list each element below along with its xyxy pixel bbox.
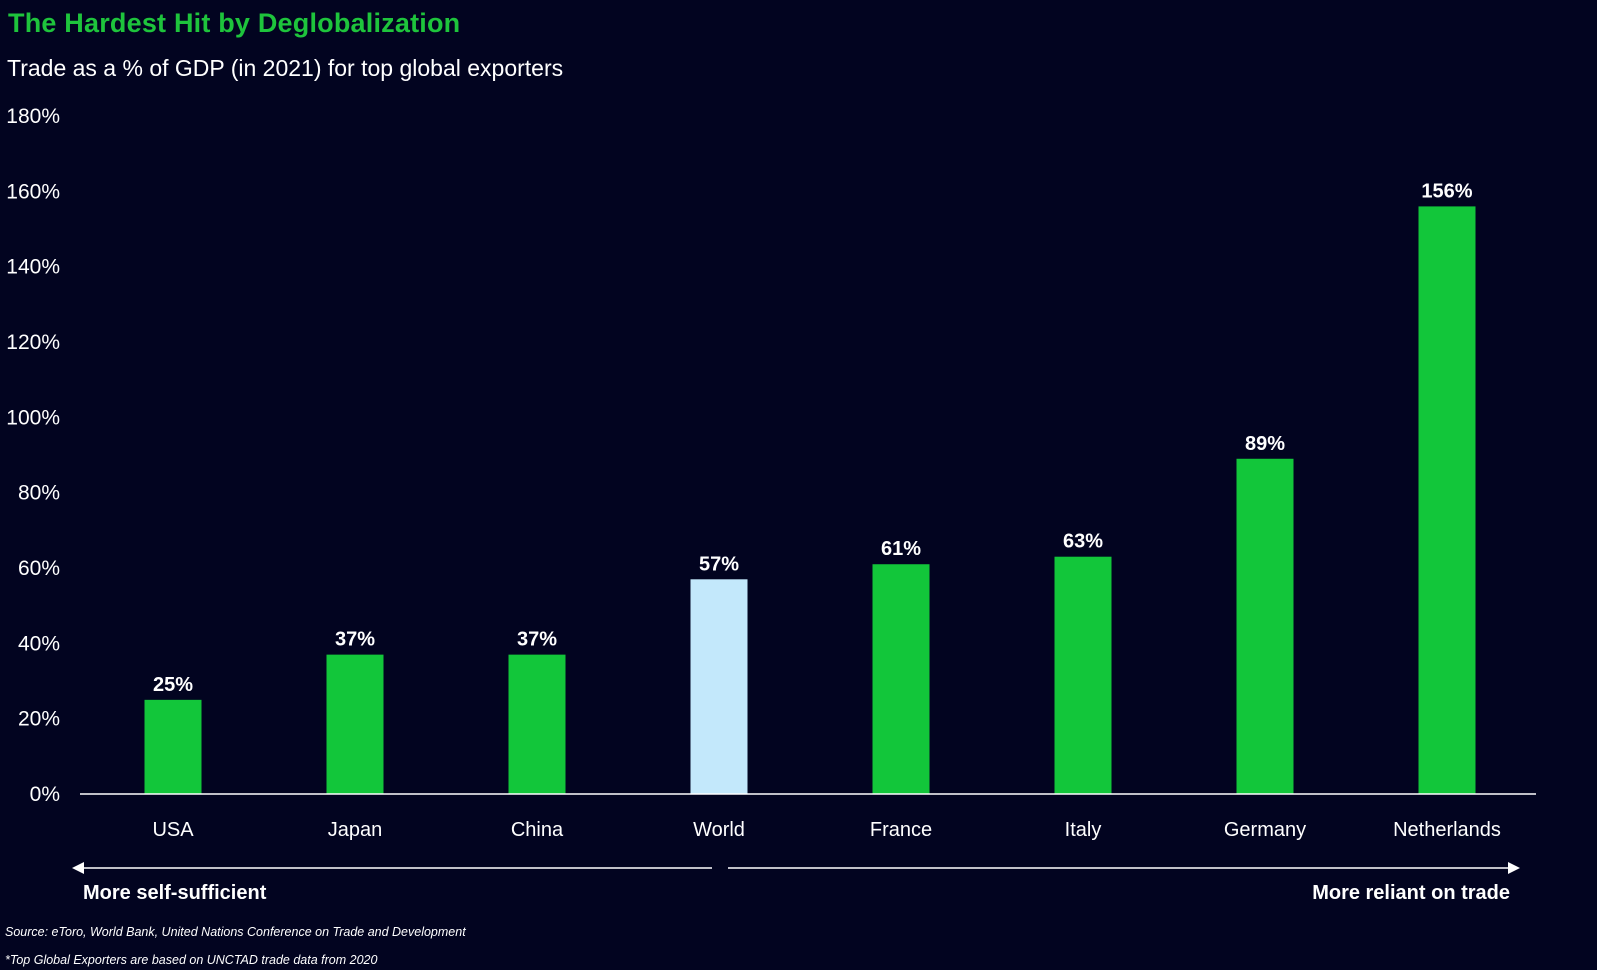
bars [144,206,1476,794]
x-tick-label-france: France [870,819,932,841]
x-tick-label-china: China [511,819,564,841]
y-tick-label: 80% [18,482,60,505]
x-tick-label-world: World [693,819,745,841]
data-label-japan: 37% [335,629,375,651]
y-tick-label: 0% [30,783,60,806]
left-arrow-head [72,862,84,874]
bar-world [690,579,748,794]
data-label-china: 37% [517,629,557,651]
data-label-italy: 63% [1063,531,1103,553]
bar-usa [144,699,202,794]
bar-netherlands [1418,206,1476,794]
x-tick-label-usa: USA [152,819,194,841]
data-label-germany: 89% [1245,433,1285,455]
y-tick-label: 160% [6,180,60,203]
data-labels: 25% 37% 37% 57% 61% 63% 89% 156% [153,180,1473,695]
y-tick-label: 100% [6,406,60,429]
y-tick-label: 20% [18,708,60,731]
annotation-self-sufficient: More self-sufficient [83,882,267,904]
y-axis: 0% 20% 40% 60% 80% 100% 120% 140% 160% 180% [6,105,60,806]
footnote: *Top Global Exporters are based on UNCTA… [5,953,378,967]
y-tick-label: 180% [6,105,60,128]
y-tick-label: 120% [6,331,60,354]
chart-title: The Hardest Hit by Deglobalization [8,8,461,38]
bar-china [508,654,566,794]
data-label-france: 61% [881,538,921,560]
bar-france [872,564,930,794]
x-axis-labels: USA Japan China World France Italy Germany Neth… [152,819,1500,841]
data-label-world: 57% [699,553,739,575]
x-tick-label-germany: Germany [1224,819,1306,841]
x-tick-label-italy: Italy [1065,819,1102,841]
data-label-netherlands: 156% [1421,180,1472,202]
annotation-reliant-on-trade: More reliant on trade [1312,882,1510,904]
y-tick-label: 40% [18,632,60,655]
data-label-usa: 25% [153,674,193,696]
bar-japan [326,654,384,794]
right-arrow-head [1508,862,1520,874]
source-note: Source: eToro, World Bank, United Nation… [5,925,466,939]
x-tick-label-netherlands: Netherlands [1393,819,1501,841]
bar-germany [1236,458,1294,794]
chart-subtitle: Trade as a % of GDP (in 2021) for top gl… [7,55,564,81]
y-tick-label: 140% [6,256,60,279]
x-tick-label-japan: Japan [328,819,383,841]
direction-arrows [72,862,1520,874]
y-tick-label: 60% [18,557,60,580]
bar-italy [1054,556,1112,794]
